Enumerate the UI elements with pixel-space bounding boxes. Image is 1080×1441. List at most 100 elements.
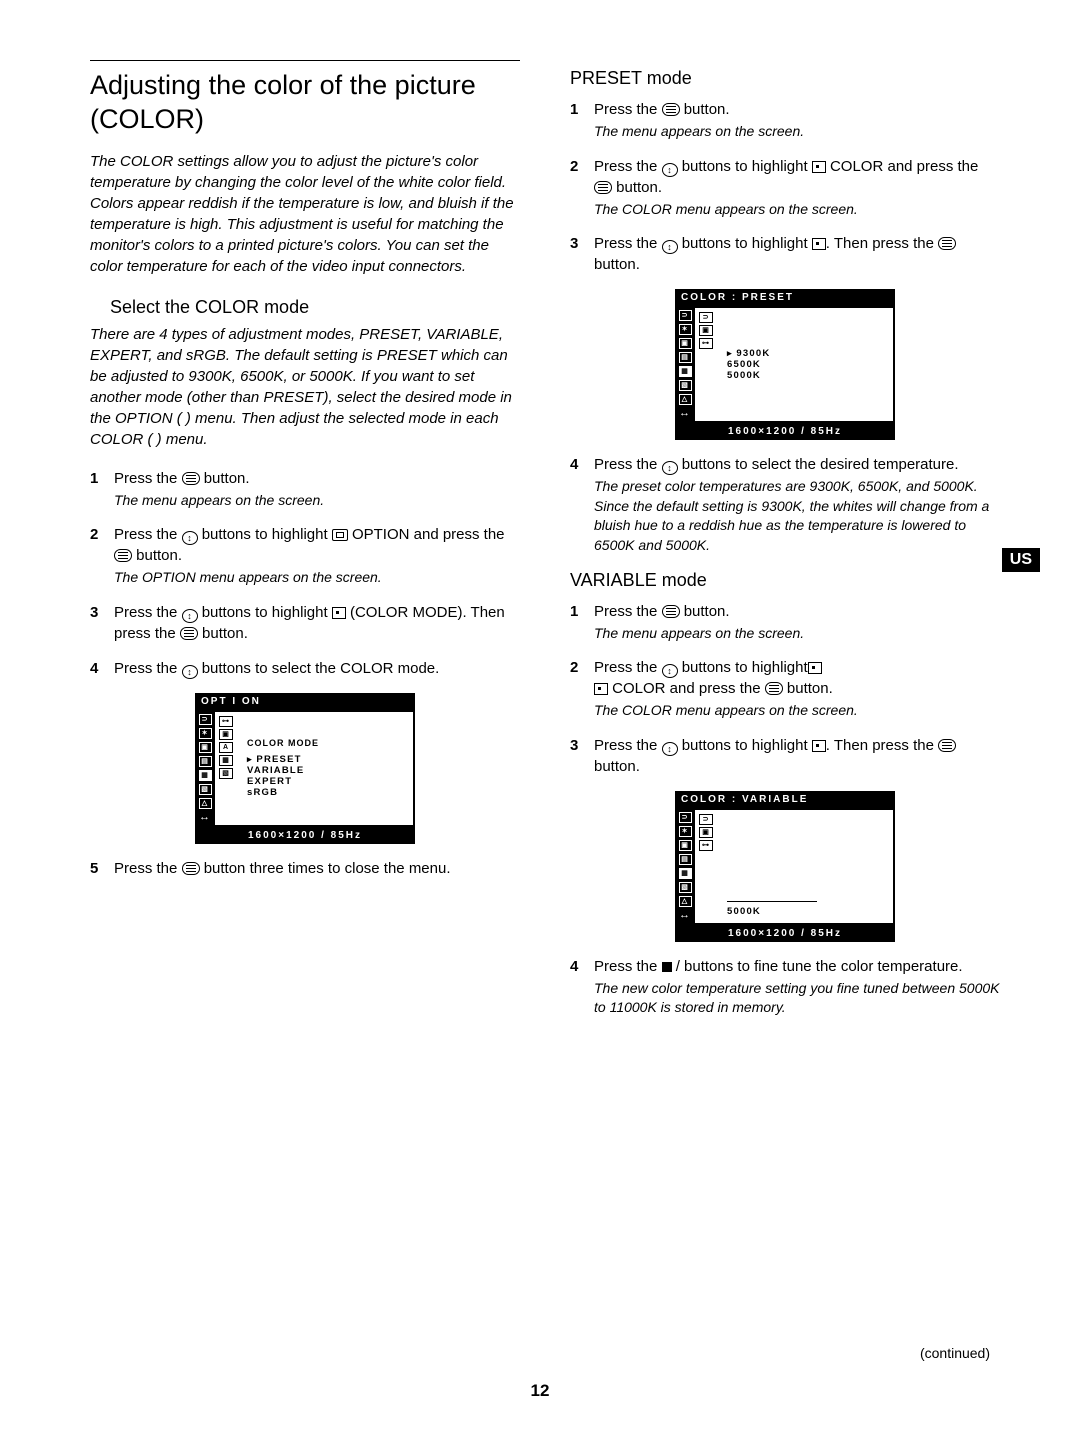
step-item: 3 Press the ↕ buttons to highlight (COLO…: [90, 602, 520, 644]
color-icon: [594, 683, 608, 695]
osd-sidebar: ⊃ ✶ ▣ ▤ ▦ ▧ △ ↔: [195, 710, 215, 827]
osd-sub-icon: ⊃: [699, 312, 713, 323]
osd-option: EXPERT: [247, 776, 405, 787]
color-icon: [808, 662, 822, 674]
osd-diagram-preset: COLOR : PRESET ⊃ ✶ ▣ ▤ ▦ ▧ △ ↔ ⊃ ▣ ⊶ 930…: [675, 289, 895, 440]
step-subtext: The menu appears on the screen.: [114, 491, 520, 511]
step-text: Press the ↕ buttons to highlight (COLOR …: [114, 602, 520, 644]
osd-icon: ▣: [199, 742, 212, 753]
menu-button-icon: [180, 627, 198, 640]
osd-option: 6500K: [727, 359, 885, 370]
osd-sidebar: ⊃ ✶ ▣ ▤ ▦ ▧ △ ↔: [675, 808, 695, 925]
step-text: Press the ↕ buttons to highlight COLOR a…: [594, 156, 1000, 220]
osd-icon: ▤: [679, 352, 692, 363]
osd-icon: ▦: [199, 770, 212, 781]
heading-preset-mode: PRESET mode: [570, 68, 1000, 89]
osd-inner: ⊶ ▣ A ▦ ▧ COLOR MODE PRESETVARIABLEEXPER…: [215, 712, 413, 825]
osd-icon: △: [199, 798, 212, 809]
step-number: 2: [570, 156, 584, 220]
osd-slider: [727, 901, 817, 902]
osd-icon: ▤: [679, 854, 692, 865]
step-item: 2 Press the ↕ buttons to highlight COLOR…: [570, 156, 1000, 220]
osd-exit-icon: ↔: [199, 812, 212, 823]
step-text: Press the ↕ buttons to highlight OPTION …: [114, 524, 520, 588]
step-number: 1: [570, 99, 584, 142]
osd-title: COLOR : PRESET: [675, 289, 895, 306]
osd-sub-icon: ▣: [219, 729, 233, 740]
osd-footer: 1600×1200 / 85Hz: [675, 925, 895, 942]
osd-icon: ✶: [679, 324, 692, 335]
osd-option: 9300K: [727, 348, 885, 359]
variable-steps: 1 Press the button.The menu appears on t…: [570, 601, 1000, 1018]
osd-sidebar: ⊃ ✶ ▣ ▤ ▦ ▧ △ ↔: [675, 306, 695, 423]
osd-content: 5000K: [717, 814, 889, 919]
step-text: Press the button.The menu appears on the…: [594, 601, 1000, 644]
menu-button-icon: [182, 862, 200, 875]
osd-exit-icon: ↔: [679, 910, 692, 921]
menu-button-icon: [662, 605, 680, 618]
osd-icon: ✶: [199, 728, 212, 739]
osd-icon: ▤: [199, 756, 212, 767]
step-number: 3: [90, 602, 104, 644]
osd-title: COLOR : VARIABLE: [675, 791, 895, 808]
subheading-select-color: Select the COLOR mode: [110, 297, 520, 318]
osd-value: 5000K: [727, 906, 885, 917]
up-down-button-icon: ↕: [182, 531, 198, 545]
color-icon: [332, 607, 346, 619]
menu-button-icon: [662, 103, 680, 116]
osd-content: 9300K6500K5000K: [717, 312, 889, 417]
preset-steps: 1 Press the button.The menu appears on t…: [570, 99, 1000, 556]
left-steps: 1 Press the button.The menu appears on t…: [90, 468, 520, 879]
osd-sub-icon: ▣: [699, 325, 713, 336]
osd-sub-icon: ▧: [219, 768, 233, 779]
step-item: 2 Press the ↕ buttons to highlight COLOR…: [570, 657, 1000, 721]
heading-variable-mode: VARIABLE mode: [570, 570, 1000, 591]
osd-inner-sidebar: ⊃ ▣ ⊶: [699, 814, 717, 919]
osd-body: ⊃ ✶ ▣ ▤ ▦ ▧ △ ↔ ⊶ ▣ A ▦ ▧ COLOR MODE PRE…: [195, 710, 415, 827]
menu-button-icon: [765, 682, 783, 695]
step-number: 3: [570, 233, 584, 275]
osd-option: PRESET: [247, 754, 405, 765]
step-subtext: The menu appears on the screen.: [594, 624, 1000, 644]
osd-content: COLOR MODE PRESETVARIABLEEXPERTsRGB: [237, 716, 409, 821]
intro-paragraph: The COLOR settings allow you to adjust t…: [90, 151, 520, 277]
option-icon: [332, 529, 348, 541]
step-subtext: The COLOR menu appears on the screen.: [594, 200, 1000, 220]
osd-icon: ⊃: [679, 812, 692, 823]
menu-button-icon: [114, 549, 132, 562]
step-text: Press the ↕ buttons to highlight COLOR a…: [594, 657, 1000, 721]
step-number: 1: [570, 601, 584, 644]
osd-icon: ▦: [679, 366, 692, 377]
right-column: PRESET mode 1 Press the button.The menu …: [570, 60, 1000, 1032]
menu-button-icon: [938, 739, 956, 752]
step-number: 1: [90, 468, 104, 511]
step-text: Press the button.The menu appears on the…: [594, 99, 1000, 142]
up-down-button-icon: ↕: [662, 163, 678, 177]
menu-button-icon: [182, 472, 200, 485]
up-down-button-icon: ↕: [662, 742, 678, 756]
step-subtext: The new color temperature setting you fi…: [594, 979, 1000, 1018]
up-down-button-icon: ↕: [182, 609, 198, 623]
osd-inner: ⊃ ▣ ⊶ 5000K: [695, 810, 893, 923]
step-text: Press the ↕ buttons to select the desire…: [594, 454, 1000, 555]
osd-option: 5000K: [727, 370, 885, 381]
osd-content-title: COLOR MODE: [247, 738, 405, 748]
osd-sub-icon: ⊶: [699, 840, 713, 851]
step-item: 5 Press the button three times to close …: [90, 858, 520, 879]
osd-icon: ▧: [679, 380, 692, 391]
step-number: 3: [570, 735, 584, 777]
osd-icon: ▧: [679, 882, 692, 893]
osd-icon: ⊃: [679, 310, 692, 321]
step-text: Press the ↕ buttons to select the COLOR …: [114, 658, 520, 679]
menu-button-icon: [938, 237, 956, 250]
step-item: 1 Press the button.The menu appears on t…: [570, 99, 1000, 142]
osd-icon: ▧: [199, 784, 212, 795]
menu-button-icon: [594, 181, 612, 194]
osd-icon: ⊃: [199, 714, 212, 725]
osd-sub-icon: ⊶: [699, 338, 713, 349]
step-text: Press the button three times to close th…: [114, 858, 520, 879]
up-down-button-icon: ↕: [662, 461, 678, 475]
osd-footer: 1600×1200 / 85Hz: [675, 423, 895, 440]
up-down-button-icon: ↕: [662, 240, 678, 254]
osd-icon: ▣: [679, 338, 692, 349]
